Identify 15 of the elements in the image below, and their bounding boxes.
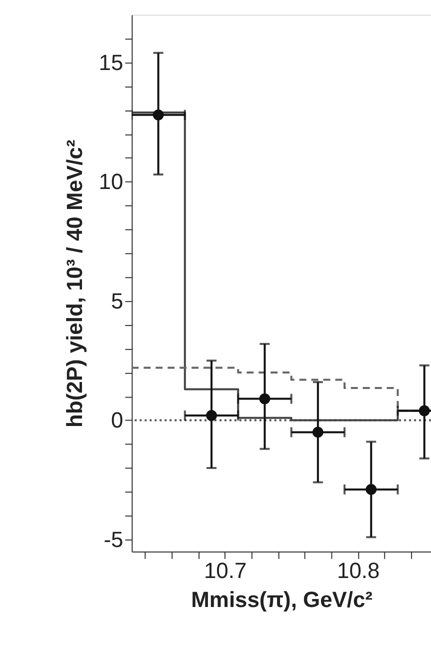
x-axis-title: Mmiss(π), GeV/c² <box>191 586 373 612</box>
point <box>312 426 324 438</box>
x-tick-label: 10.8 <box>336 558 380 583</box>
y-tick-label: -5 <box>104 527 124 552</box>
y-axis-title: hb(2P) yield, 10³ / 40 MeV/c² <box>62 140 87 428</box>
x-tick-label: 10.7 <box>204 558 247 583</box>
point <box>206 410 217 421</box>
y-tick-label: 0 <box>111 408 124 433</box>
point <box>418 405 430 416</box>
y-tick-label: 10 <box>98 169 124 194</box>
y-tick-label: 15 <box>98 50 124 75</box>
y-tick-label: 5 <box>111 288 124 314</box>
point <box>152 109 164 120</box>
point <box>259 393 270 404</box>
point <box>366 484 377 495</box>
